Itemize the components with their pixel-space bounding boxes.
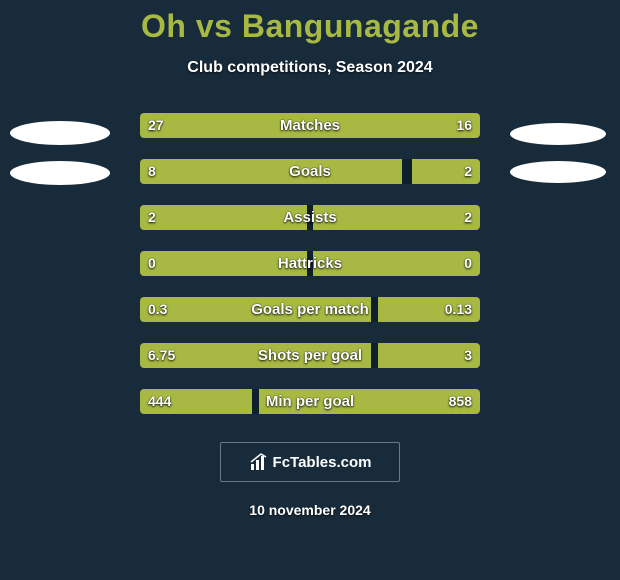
bar-right [313, 251, 480, 276]
comparison-card: Oh vs Bangunagande Club competitions, Se… [0, 0, 620, 518]
stat-row: Goals82 [140, 159, 480, 184]
chart-icon [249, 452, 269, 472]
bar-right [378, 343, 480, 368]
bar-right [412, 159, 480, 184]
stat-row: Hattricks00 [140, 251, 480, 276]
bar-left [140, 205, 307, 230]
page-title: Oh vs Bangunagande [0, 8, 620, 45]
player-left-badge [10, 113, 110, 193]
avatar-placeholder [510, 123, 606, 145]
bar-right [259, 389, 480, 414]
snapshot-date: 10 november 2024 [0, 502, 620, 518]
avatar-placeholder [10, 121, 110, 145]
subtitle: Club competitions, Season 2024 [0, 59, 620, 77]
stats-area: Matches2716 Goals82 Assists22 Hattricks00 Go… [0, 113, 620, 414]
bar-left [140, 389, 252, 414]
stat-row: Min per goal444858 [140, 389, 480, 414]
bar-left [140, 159, 402, 184]
bar-right [313, 205, 480, 230]
stat-row: Matches2716 [140, 113, 480, 138]
avatar-placeholder [10, 161, 110, 185]
bar-left [140, 343, 371, 368]
stat-row: Goals per match0.30.13 [140, 297, 480, 322]
bar-right [378, 297, 480, 322]
brand-badge[interactable]: FcTables.com [220, 442, 400, 482]
bar-left [140, 113, 354, 138]
player-right-badge [508, 113, 608, 193]
stat-row: Assists22 [140, 205, 480, 230]
stat-row: Shots per goal6.753 [140, 343, 480, 368]
brand-text: FcTables.com [273, 454, 372, 471]
bar-right [354, 113, 480, 138]
bar-left [140, 297, 371, 322]
avatar-placeholder [510, 161, 606, 183]
bar-left [140, 251, 307, 276]
stat-rows: Matches2716 Goals82 Assists22 Hattricks00 Go… [140, 113, 480, 414]
